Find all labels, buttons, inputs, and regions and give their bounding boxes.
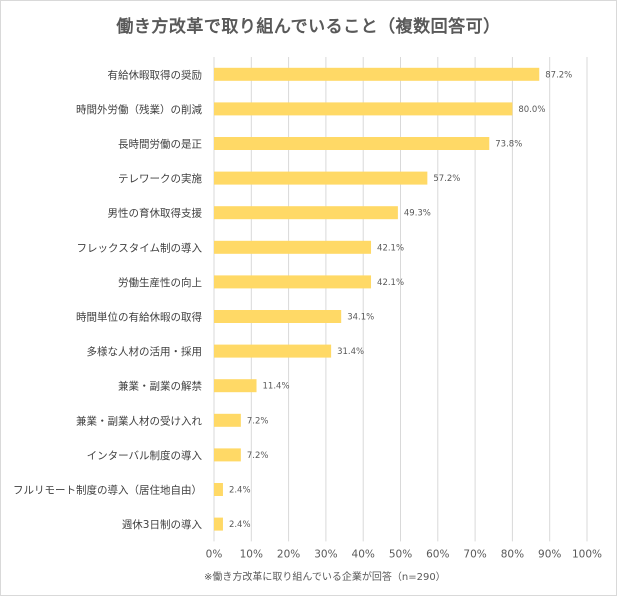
data-label: 31.4% bbox=[337, 347, 364, 357]
bar bbox=[214, 102, 513, 116]
x-tick-label: 20% bbox=[277, 548, 300, 560]
bar bbox=[214, 240, 372, 254]
data-label: 57.2% bbox=[433, 174, 460, 184]
x-tick-label: 40% bbox=[352, 548, 375, 560]
data-label: 34.1% bbox=[347, 313, 374, 323]
category-label: インターバル制度の導入 bbox=[87, 449, 203, 462]
x-tick-label: 100% bbox=[572, 548, 602, 560]
data-label: 7.2% bbox=[247, 416, 269, 426]
bar bbox=[214, 275, 372, 289]
x-tick-label: 80% bbox=[501, 548, 524, 560]
data-label: 73.8% bbox=[495, 140, 522, 150]
category-label: 男性の育休取得支援 bbox=[108, 207, 203, 220]
category-label: 時間外労働（残業）の削減 bbox=[76, 103, 202, 116]
bar bbox=[214, 517, 223, 531]
data-label: 42.1% bbox=[377, 278, 404, 288]
footnote: ※働き方改革に取り組んでいる企業が回答（n=290） bbox=[204, 572, 446, 583]
data-label: 87.2% bbox=[545, 70, 572, 80]
chart-title: 働き方改革で取り組んでいること（複数回答可） bbox=[116, 17, 501, 37]
data-label: 2.4% bbox=[229, 520, 251, 530]
x-tick-label: 50% bbox=[389, 548, 412, 560]
data-label: 49.3% bbox=[404, 209, 431, 219]
category-label: 兼業・副業の解禁 bbox=[118, 380, 202, 393]
bar bbox=[214, 483, 223, 496]
data-label: 80.0% bbox=[518, 105, 545, 115]
bar bbox=[214, 448, 241, 462]
bar bbox=[214, 171, 428, 185]
bar bbox=[214, 344, 332, 358]
data-label: 2.4% bbox=[229, 486, 251, 496]
data-label: 42.1% bbox=[377, 243, 404, 253]
x-tick-label: 30% bbox=[314, 548, 337, 560]
category-label: 時間単位の有給休暇の取得 bbox=[76, 311, 202, 324]
x-tick-label: 90% bbox=[538, 548, 561, 560]
category-label: テレワークの実施 bbox=[118, 172, 202, 185]
bar bbox=[214, 67, 540, 81]
bar bbox=[214, 310, 342, 323]
bar bbox=[214, 206, 398, 220]
x-tick-label: 70% bbox=[463, 548, 486, 560]
bar bbox=[214, 137, 490, 150]
category-label: フレックスタイム制の導入 bbox=[77, 241, 203, 254]
data-label: 11.4% bbox=[263, 382, 290, 392]
bar bbox=[214, 413, 241, 427]
category-label: 長時間労働の是正 bbox=[118, 138, 202, 151]
x-tick-label: 0% bbox=[206, 548, 223, 560]
data-label: 7.2% bbox=[247, 451, 269, 461]
x-tick-label: 60% bbox=[426, 548, 449, 560]
bar bbox=[214, 379, 257, 393]
category-label: 有給休暇取得の奨励 bbox=[108, 68, 203, 81]
x-tick-label: 10% bbox=[240, 548, 263, 560]
category-label: フルリモート制度の導入（居住地自由） bbox=[13, 484, 202, 497]
category-label: 労働生産性の向上 bbox=[118, 276, 202, 289]
category-label: 兼業・副業人材の受け入れ bbox=[76, 414, 202, 427]
category-label: 週休3日制の導入 bbox=[122, 518, 203, 531]
category-label: 多様な人材の活用・採用 bbox=[87, 345, 203, 358]
